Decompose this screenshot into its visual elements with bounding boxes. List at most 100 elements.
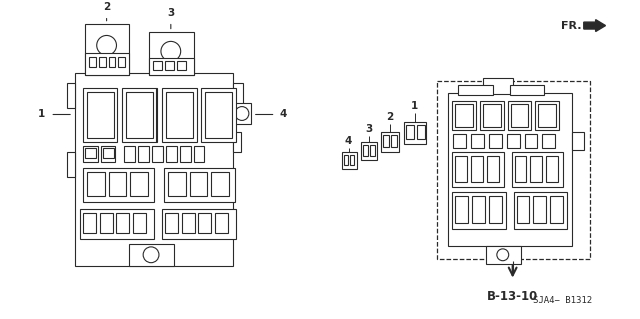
Bar [371,145,375,156]
Bar [349,155,353,165]
Bar [85,53,129,75]
Bar [133,213,146,233]
Bar [124,146,135,162]
Bar [215,213,228,233]
Bar [550,197,563,223]
Bar [536,101,559,130]
Bar [193,146,204,162]
Bar [129,244,174,266]
Bar [162,209,236,239]
Bar [83,146,98,162]
Bar [511,152,563,187]
Text: 4: 4 [345,136,353,146]
Bar [480,101,504,130]
Bar [514,191,567,229]
Bar [455,197,468,223]
Bar [391,135,397,147]
Bar [449,93,572,246]
Bar [516,197,529,223]
Bar [542,134,555,148]
Bar [87,172,104,197]
Bar [189,172,207,197]
Circle shape [143,247,159,263]
Bar [471,134,484,148]
Bar [149,32,193,75]
Bar [233,83,243,108]
Bar [458,85,493,95]
Bar [233,103,251,124]
Bar [572,132,584,150]
Bar [487,156,499,182]
Bar [452,152,504,187]
Bar [515,156,527,182]
Bar [508,101,531,130]
Bar [100,213,113,233]
Bar [80,209,154,239]
FancyArrow shape [584,20,605,32]
Text: SJA4− B1312: SJA4− B1312 [532,296,592,305]
Bar [168,172,186,197]
Bar [118,57,125,67]
Bar [436,81,589,259]
Circle shape [161,41,180,61]
Bar [126,92,153,138]
Bar [381,132,399,152]
Bar [83,213,96,233]
Text: FR.: FR. [561,20,582,31]
Bar [547,156,558,182]
Bar [138,146,149,162]
Bar [152,146,163,162]
Bar [233,132,241,152]
Bar [531,156,542,182]
Text: 1: 1 [412,100,419,111]
Bar [383,135,389,147]
Bar [417,125,425,139]
Bar [538,104,556,127]
Bar [149,58,193,75]
Bar [109,57,115,67]
Bar [177,61,186,70]
Bar [509,85,544,95]
Bar [85,24,129,75]
Bar [455,156,467,182]
Bar [404,122,426,144]
Bar [166,146,177,162]
Bar [83,168,154,203]
Bar [211,172,229,197]
Bar [525,134,538,148]
Bar [489,197,502,223]
Circle shape [235,107,249,120]
Bar [472,197,485,223]
Bar [344,155,348,165]
Bar [455,104,473,127]
Bar [162,88,196,142]
Bar [67,83,75,108]
Bar [131,172,148,197]
Bar [122,88,157,142]
Text: 3: 3 [167,8,175,18]
Bar [471,156,483,182]
Bar [483,104,500,127]
Bar [87,92,113,138]
Bar [483,78,513,94]
Bar [406,125,414,139]
Bar [89,57,96,67]
Bar [180,146,191,162]
Bar [67,152,75,177]
Bar [452,101,476,130]
Bar [453,134,466,148]
Bar [153,61,162,70]
Bar [166,92,193,138]
Bar [202,88,236,142]
Text: 4: 4 [280,109,287,120]
Bar [533,197,547,223]
Text: B-13-10: B-13-10 [487,290,538,303]
Bar [205,92,232,138]
Circle shape [497,249,509,261]
Text: 2: 2 [103,2,110,12]
Bar [507,134,520,148]
Bar [182,213,195,233]
Bar [165,61,174,70]
Bar [85,148,96,158]
Bar [83,88,118,142]
